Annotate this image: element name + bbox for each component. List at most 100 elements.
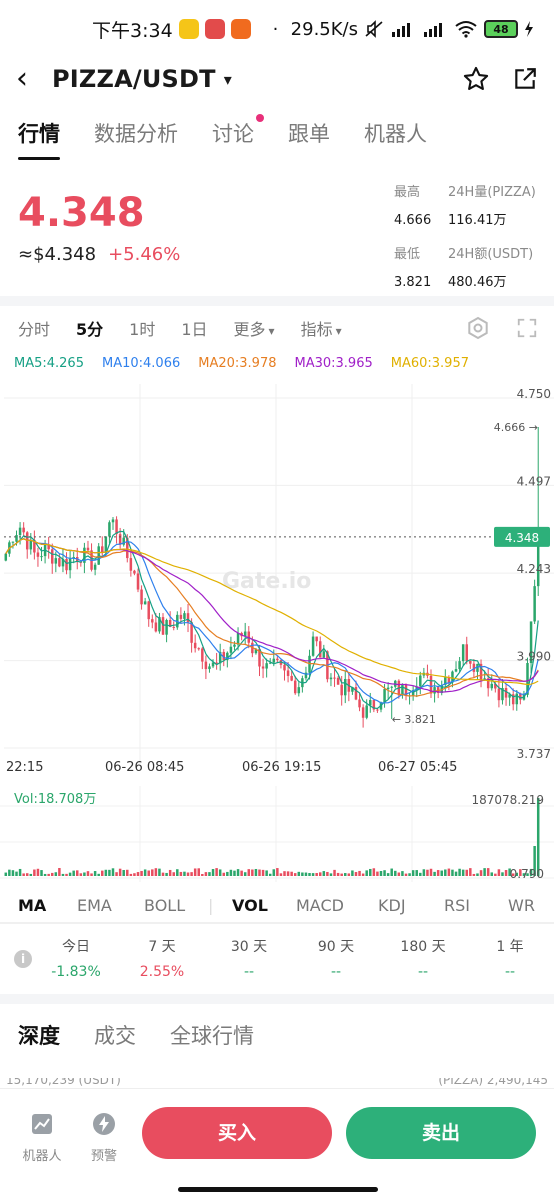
- candle-body: [236, 633, 240, 645]
- ind-tab-rsi[interactable]: RSI: [444, 895, 470, 915]
- candle-body: [243, 631, 247, 637]
- tab-copy-trading[interactable]: 跟单: [288, 112, 330, 160]
- volume-bar: [47, 873, 50, 876]
- volume-bar: [411, 870, 415, 876]
- volume-bar: [272, 869, 276, 876]
- indicator-button[interactable]: 指标 ▾: [301, 316, 342, 340]
- candle-body: [229, 646, 233, 653]
- ma20-label: MA20:3.978: [198, 356, 277, 371]
- candle-body: [11, 541, 15, 543]
- interval-timeline[interactable]: 分时: [18, 320, 51, 339]
- volume-bar: [433, 871, 436, 876]
- perf-period: 30 天: [230, 939, 268, 955]
- volume-bar: [172, 872, 175, 876]
- ind-tab-ema[interactable]: EMA: [77, 895, 112, 915]
- candle-body: [215, 662, 218, 664]
- perf-30d: 30 天 --: [209, 936, 289, 980]
- volume-bar: [40, 870, 43, 876]
- fullscreen-icon[interactable]: [516, 317, 538, 339]
- tab-robot[interactable]: 机器人: [364, 112, 427, 160]
- interval-1h[interactable]: 1时: [129, 320, 156, 339]
- volume-bar: [351, 870, 354, 876]
- candle-body: [115, 519, 118, 535]
- volume-bar: [190, 872, 193, 876]
- volume-bar: [358, 870, 361, 876]
- ind-tab-kdj[interactable]: KDJ: [378, 895, 406, 915]
- volume-bar: [390, 868, 393, 876]
- candle-body: [147, 601, 150, 620]
- volume-bar: [479, 870, 483, 876]
- candle-body: [361, 707, 365, 718]
- more-intervals-button[interactable]: 更多 ▾: [234, 316, 275, 340]
- volume-bar: [76, 870, 79, 876]
- tab-discussion[interactable]: 讨论: [212, 112, 264, 160]
- settings-icon[interactable]: [466, 316, 490, 340]
- candle-body: [272, 658, 276, 663]
- buy-button[interactable]: 买入: [142, 1107, 332, 1159]
- volume-bar: [458, 868, 461, 876]
- price-change: +5.46%: [108, 244, 181, 265]
- sell-button[interactable]: 卖出: [346, 1107, 536, 1159]
- interval-5m[interactable]: 5分: [76, 320, 104, 339]
- ma-line-5: [5, 530, 539, 710]
- meituan-app-icon: [178, 19, 199, 39]
- candle-body: [68, 558, 72, 571]
- tab-market[interactable]: 行情: [18, 112, 60, 160]
- volume-bar: [258, 869, 261, 876]
- info-icon[interactable]: i: [14, 950, 32, 968]
- ind-tab-macd[interactable]: MACD: [296, 895, 344, 915]
- volume-chart: 187078.219 0.790: [0, 786, 554, 882]
- candle-body: [129, 558, 133, 571]
- candle-body: [354, 687, 358, 700]
- tab-global-market[interactable]: 全球行情: [170, 1024, 254, 1048]
- watermark: Gate.io: [222, 569, 311, 594]
- volume-bar: [426, 869, 429, 876]
- star-icon[interactable]: [462, 65, 490, 93]
- candle-body: [204, 661, 208, 670]
- candle-body: [151, 619, 154, 623]
- perf-period: 今日: [62, 939, 90, 955]
- candle-body: [486, 678, 490, 689]
- ind-tab-ma[interactable]: MA: [18, 895, 47, 915]
- candle-body: [261, 666, 265, 669]
- caret-down-icon[interactable]: ▾: [223, 69, 232, 89]
- volume-bar: [522, 873, 526, 876]
- volume-bar: [361, 873, 365, 876]
- volume-bar: [268, 873, 272, 876]
- volume-bar: [261, 869, 265, 876]
- robot-button[interactable]: 机器人: [12, 1111, 72, 1164]
- candle-body: [536, 536, 540, 587]
- candle-body: [50, 549, 54, 564]
- candle-body: [186, 613, 190, 623]
- volume-bar: [29, 873, 33, 876]
- volume-bar: [265, 870, 268, 876]
- ind-tab-boll[interactable]: BOLL: [144, 895, 186, 915]
- candle-body: [93, 564, 97, 570]
- tab-data-analysis[interactable]: 数据分析: [94, 112, 178, 160]
- ind-tab-wr[interactable]: WR: [508, 895, 535, 915]
- candle-body: [165, 619, 168, 635]
- volume-bar: [8, 869, 11, 876]
- candle-body: [440, 684, 443, 693]
- share-icon[interactable]: [512, 66, 538, 92]
- volume-bar: [422, 869, 426, 876]
- tab-depth[interactable]: 深度: [18, 1024, 60, 1048]
- interval-1d[interactable]: 1日: [181, 320, 208, 339]
- volume-bar: [333, 869, 336, 876]
- alert-button[interactable]: 预警: [74, 1111, 134, 1164]
- candle-body: [511, 694, 515, 705]
- amount-value: 480.46万: [448, 275, 507, 290]
- y-tick-label: 3.990: [517, 650, 551, 664]
- candle-body: [183, 613, 186, 619]
- back-button[interactable]: ‹: [16, 61, 28, 96]
- volume-bar: [211, 869, 215, 876]
- tab-trades[interactable]: 成交: [94, 1024, 136, 1048]
- volume-bar: [118, 868, 122, 876]
- volume-bar: [365, 870, 368, 876]
- pair-selector[interactable]: PIZZA/USDT: [52, 65, 216, 93]
- performance-row: 今日 -1.83% 7 天 2.55% 30 天 -- 90 天 -- 180 天 -- …: [0, 936, 554, 988]
- divider: [0, 922, 554, 924]
- candle-body: [126, 537, 129, 559]
- ind-tab-vol[interactable]: VOL: [232, 895, 268, 915]
- candlestick-chart[interactable]: Gate.io 4.348 4.750 4.497 4.243 3.990 3.737 4.6…: [0, 384, 554, 784]
